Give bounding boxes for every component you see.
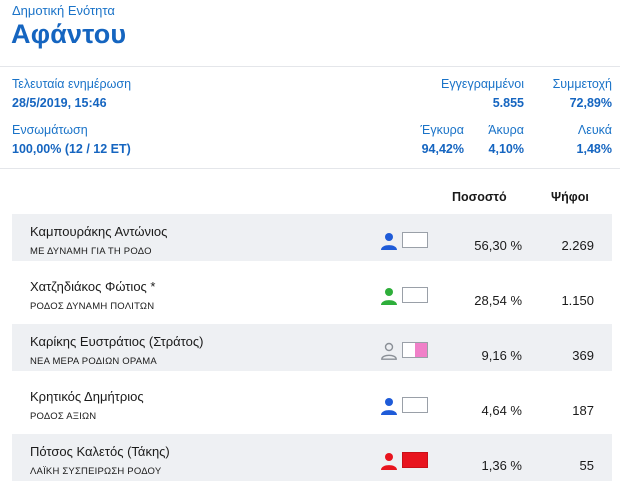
candidate-name: Χατζηδιάκος Φώτιος * [30, 279, 156, 294]
party-name: ΛΑΪΚΗ ΣΥΣΠΕΙΡΩΣΗ ΡΟΔΟΥ [30, 466, 162, 477]
candidate-percent: 28,54 % [474, 293, 522, 308]
integration-value: 100,00% (12 / 12 ΕΤ) [12, 142, 131, 156]
registered-value: 5.855 [492, 96, 524, 110]
candidate-percent: 9,16 % [481, 348, 522, 363]
candidate-percent: 56,30 % [474, 238, 522, 253]
valid-label: Έγκυρα [420, 123, 464, 137]
candidate-votes: 1.150 [561, 293, 594, 308]
table-row: Καρίκης Ευστράτιος (Στράτος) ΝΕΑ ΜΕΡΑ ΡΟ… [12, 324, 612, 371]
invalid-value: 4,10% [488, 142, 524, 156]
person-icon [381, 453, 397, 470]
table-row: Πότσος Καλετός (Τάκης) ΛΑΪΚΗ ΣΥΣΠΕΙΡΩΣΗ … [12, 434, 612, 481]
candidate-percent: 4,64 % [481, 403, 522, 418]
party-color-swatch [402, 342, 428, 358]
party-color-swatch [402, 397, 428, 413]
party-name: ΜΕ ΔΥΝΑΜΗ ΓΙΑ ΤΗ ΡΟΔΟ [30, 246, 152, 257]
invalid-label: Άκυρα [488, 123, 524, 137]
last-update-value: 28/5/2019, 15:46 [12, 96, 107, 110]
candidate-name: Καμπουράκης Αντώνιος [30, 224, 168, 239]
table-row: Κρητικός Δημήτριος ΡΟΔΟΣ ΑΞΙΩΝ 4,64 % 18… [12, 379, 612, 426]
integration-label: Ενσωμάτωση [12, 123, 88, 137]
candidate-percent: 1,36 % [481, 458, 522, 473]
person-outline-icon [381, 342, 397, 360]
party-name: ΡΟΔΟΣ ΑΞΙΩΝ [30, 411, 97, 422]
candidate-name: Πότσος Καλετός (Τάκης) [30, 444, 170, 459]
last-update-label: Τελευταία ενημέρωση [12, 77, 132, 91]
summary-divider [0, 168, 620, 169]
party-color-swatch [402, 452, 428, 468]
valid-value: 94,42% [421, 142, 464, 156]
party-name: ΡΟΔΟΣ ΔΥΝΑΜΗ ΠΟΛΙΤΩΝ [30, 301, 155, 312]
table-row: Καμπουράκης Αντώνιος ΜΕ ΔΥΝΑΜΗ ΓΙΑ ΤΗ ΡΟ… [12, 214, 612, 261]
header-divider [0, 66, 620, 67]
party-name: ΝΕΑ ΜΕΡΑ ΡΟΔΙΩΝ ΟΡΑΜΑ [30, 356, 157, 367]
candidate-name: Κρητικός Δημήτριος [30, 389, 144, 404]
person-icon [381, 233, 397, 250]
candidate-name: Καρίκης Ευστράτιος (Στράτος) [30, 334, 204, 349]
person-icon [381, 398, 397, 415]
turnout-label: Συμμετοχή [552, 77, 612, 91]
turnout-value: 72,89% [569, 96, 612, 110]
section-subtitle: Δημοτική Ενότητα [12, 3, 115, 18]
percent-column-header: Ποσοστό [452, 190, 507, 204]
candidate-votes: 187 [572, 403, 594, 418]
party-color-swatch [402, 287, 428, 303]
votes-column-header: Ψήφοι [551, 190, 589, 204]
party-color-swatch [402, 232, 428, 248]
blank-label: Λευκά [577, 123, 612, 137]
blank-value: 1,48% [576, 142, 612, 156]
page-title: Αφάντου [11, 19, 127, 49]
table-row: Χατζηδιάκος Φώτιος * ΡΟΔΟΣ ΔΥΝΑΜΗ ΠΟΛΙΤΩ… [12, 269, 612, 316]
person-icon [381, 288, 397, 305]
candidate-votes: 2.269 [561, 238, 594, 253]
candidate-votes: 55 [579, 458, 594, 473]
candidate-votes: 369 [572, 348, 594, 363]
registered-label: Εγγεγραμμένοι [441, 77, 524, 91]
